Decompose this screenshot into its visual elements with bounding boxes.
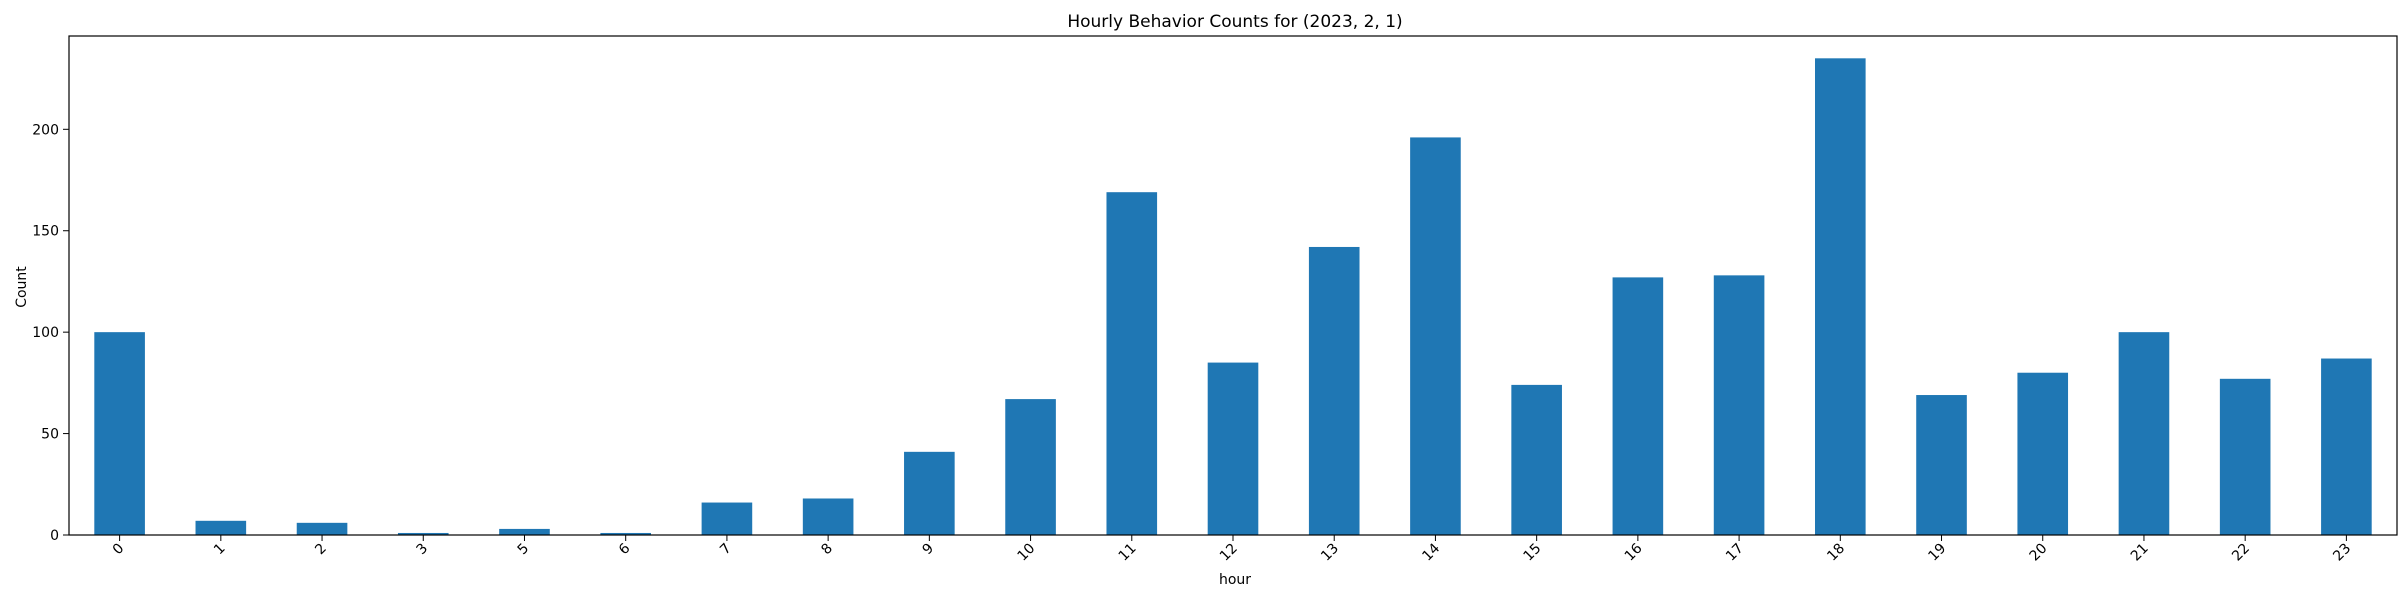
bar-hour-16 [1612, 277, 1664, 535]
bar-hour-8 [802, 498, 854, 535]
bar-hour-20 [2017, 372, 2069, 535]
x-tick-label: 14 [1419, 540, 1443, 564]
bar-hour-18 [1815, 58, 1866, 535]
bar-hour-15 [1511, 384, 1562, 535]
x-tick-label: 15 [1521, 541, 1545, 565]
y-tick-label: 200 [32, 122, 59, 138]
plot-frame [68, 35, 2398, 536]
bar-hour-0 [94, 332, 145, 535]
x-tick-label: 9 [920, 541, 938, 559]
bar-hour-23 [2321, 358, 2372, 535]
bar-hour-7 [701, 502, 753, 535]
bar-hour-13 [1308, 246, 1360, 535]
bar-hour-10 [1005, 399, 1056, 535]
bar-hour-22 [2219, 378, 2271, 535]
x-axis-ticks: 0 1 2 3 5 6 7 8 9 10 11 12 13 14 15 16 17 18 19 20 21 22 23 [110, 535, 2354, 564]
x-tick-label: 13 [1318, 541, 1342, 565]
x-axis-label: hour [1219, 572, 1251, 588]
x-tick-label: 2 [312, 541, 330, 559]
x-tick-label: 3 [413, 541, 431, 559]
bar-hour-11 [1106, 192, 1158, 536]
y-axis-ticks: 0 50 100 150 200 [32, 122, 69, 544]
bar-hour-5 [499, 528, 550, 535]
x-tick-label: 17 [1723, 541, 1747, 565]
bar-hour-14 [1410, 137, 1461, 535]
x-tick-label: 12 [1217, 541, 1241, 565]
x-tick-label: 22 [2229, 541, 2253, 565]
bar-hour-21 [2118, 332, 2170, 535]
x-tick-label: 23 [2330, 541, 2354, 565]
x-tick-label: 20 [2027, 541, 2051, 565]
x-tick-label: 10 [1014, 541, 1038, 565]
chart-title: Hourly Behavior Counts for (2023, 2, 1) [1067, 12, 1402, 32]
x-tick-label: 0 [110, 541, 128, 559]
x-tick-label: 19 [1925, 541, 1949, 565]
bar-hour-12 [1207, 362, 1259, 535]
y-axis-label: Count [14, 266, 30, 308]
x-tick-label: 7 [717, 541, 735, 559]
bar-hour-17 [1713, 275, 1765, 535]
x-tick-label: 6 [616, 540, 634, 558]
y-tick-label: 150 [32, 224, 59, 240]
x-tick-label: 21 [2128, 541, 2152, 565]
bar-hour-6 [600, 532, 651, 535]
bar-hour-19 [1916, 395, 1967, 535]
x-tick-label: 5 [515, 541, 533, 559]
y-tick-label: 50 [41, 427, 59, 443]
x-tick-label: 18 [1824, 541, 1848, 565]
bar-hour-1 [195, 520, 247, 535]
x-tick-label: 11 [1116, 541, 1140, 565]
x-tick-label: 8 [818, 541, 836, 559]
bar-hour-3 [397, 532, 449, 535]
x-tick-label: 1 [211, 541, 229, 559]
y-tick-label: 100 [32, 325, 59, 341]
x-tick-label: 16 [1622, 540, 1646, 564]
bar-hour-2 [296, 522, 348, 535]
bars-group [94, 58, 2372, 536]
y-tick-label: 0 [50, 528, 59, 544]
bar-hour-9 [904, 451, 955, 535]
